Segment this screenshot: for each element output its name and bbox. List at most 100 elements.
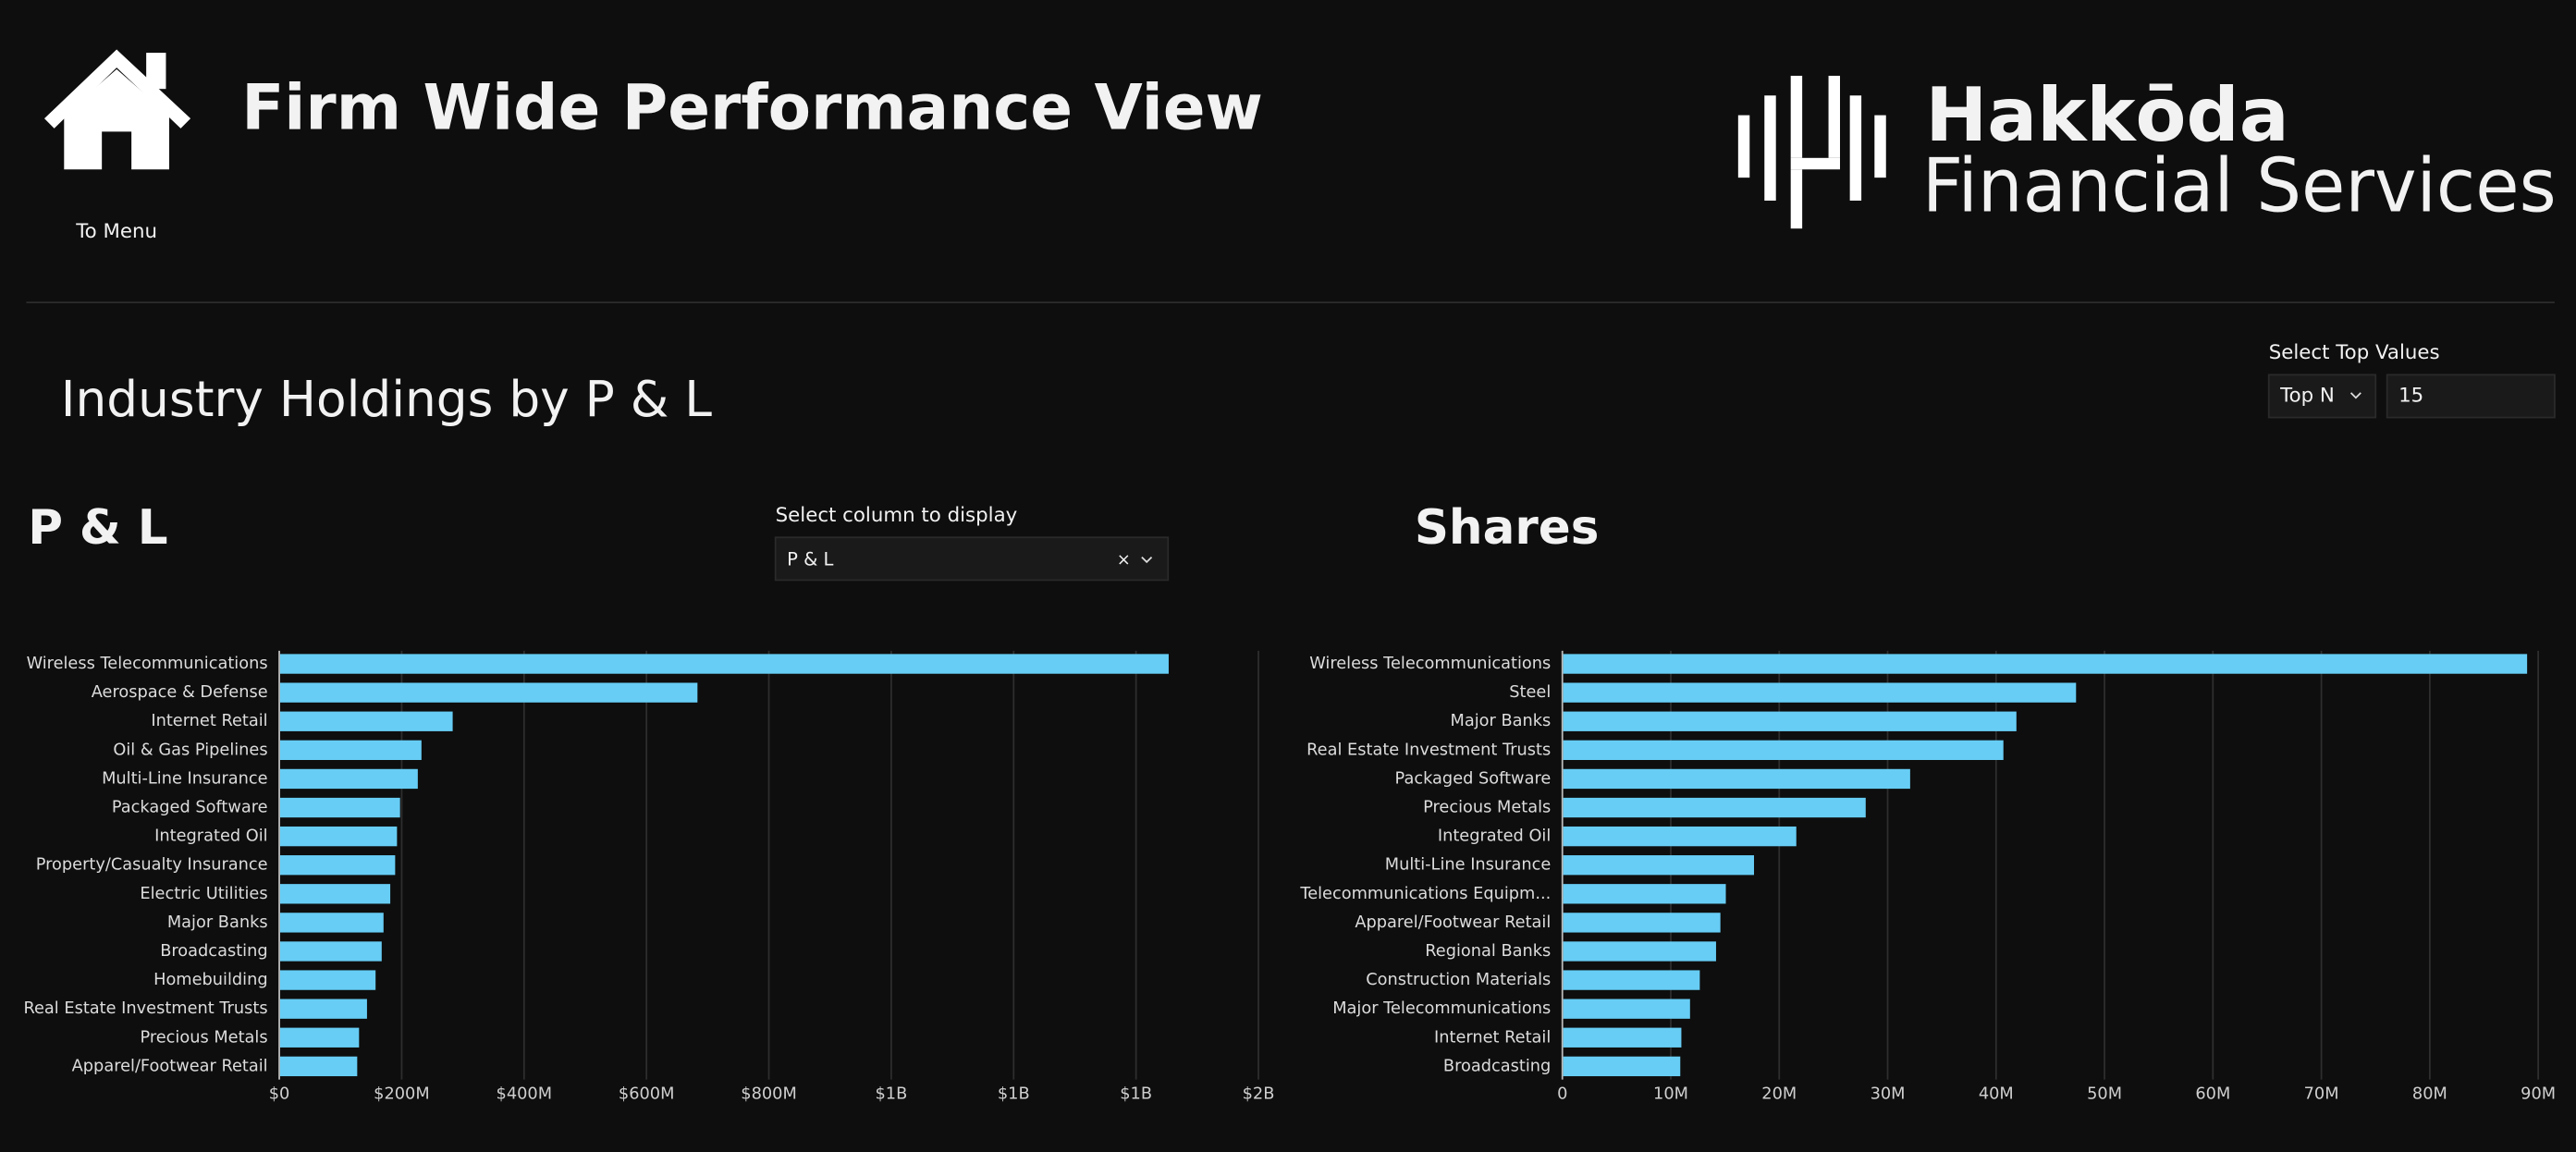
x-tick-label: $200M [374,1085,430,1104]
y-tick-label: Integrated Oil [154,827,267,846]
y-tick-label: Property/Casualty Insurance [36,856,268,875]
y-tick-label: Major Banks [167,913,268,932]
bar [1563,999,1690,1019]
bar [1563,1027,1682,1048]
y-tick-label: Telecommunications Equipm... [1299,885,1551,903]
y-tick-label: Aerospace & Defense [92,683,268,702]
y-tick-label: Steel [1509,683,1551,702]
top-n-input[interactable] [2386,374,2556,419]
bar [1563,797,1866,818]
x-tick-label: 30M [1871,1085,1906,1104]
y-tick-label: Wireless Telecommunications [1309,655,1551,673]
bar [1563,654,2528,674]
bar [279,682,698,703]
x-tick-label: 90M [2521,1085,2556,1104]
bar [1563,855,1755,876]
bar [1563,826,1797,847]
logo-mark [1737,75,1886,229]
chart-title: Shares [1415,500,1600,556]
x-tick-label: 0 [1557,1085,1567,1104]
x-tick-label: $0 [269,1085,290,1104]
y-tick-label: Regional Banks [1425,942,1551,961]
logo-text: Hakkōda [1925,72,2288,158]
bar [279,970,376,990]
y-tick-label: Integrated Oil [1438,827,1551,846]
bar [1563,740,2004,760]
chevron [1141,556,1153,564]
y-tick-label: Packaged Software [112,799,268,817]
bar [279,855,396,876]
x-tick-label: $1B [1120,1085,1152,1104]
chart-title: P & L [28,500,167,556]
x-tick-label: $600M [619,1085,675,1104]
y-tick-label: Oil & Gas Pipelines [113,741,267,759]
bar [279,740,422,760]
y-tick-label: Major Banks [1451,712,1552,730]
y-tick-label: Construction Materials [1366,971,1551,989]
x-tick-label: 10M [1653,1085,1688,1104]
y-tick-label: Multi-Line Insurance [102,769,268,788]
x-tick-label: 70M [2304,1085,2339,1104]
y-tick-label: Precious Metals [140,1028,267,1047]
y-tick-label: Packaged Software [1395,769,1552,788]
bar [279,711,453,731]
bar [1563,941,1716,962]
bar [1563,884,1726,904]
y-tick-label: Major Telecommunications [1332,999,1551,1018]
x-tick-label: $800M [741,1085,797,1104]
y-tick-label: Internet Retail [1434,1028,1551,1047]
page-title: Firm Wide Performance View [241,71,1263,144]
y-tick-label: Multi-Line Insurance [1385,856,1552,875]
mode-select-value: Top N [2279,384,2335,407]
section-title: Industry Holdings by P & L [61,371,713,428]
bar [1563,913,1721,933]
y-tick-label: Apparel/Footwear Retail [72,1057,268,1075]
bar [279,768,418,790]
y-tick-label: Homebuilding [153,971,268,989]
top-n-value: 15 [2398,384,2423,407]
logo-text: Financial Services [1922,142,2557,228]
x-tick-label: 80M [2412,1085,2447,1104]
bar [1563,682,2077,703]
bar [279,884,391,904]
y-tick-label: Precious Metals [1423,799,1551,817]
x-tick-label: $2B [1243,1085,1275,1104]
column-select-value: P & L [787,549,833,570]
x-tick-label: 60M [2195,1085,2230,1104]
y-tick-label: Real Estate Investment Trusts [23,999,267,1018]
x-tick-label: 50M [2087,1085,2122,1104]
y-tick-label: Apparel/Footwear Retail [1355,913,1551,932]
clear-icon[interactable]: × [1117,551,1131,570]
y-tick-label: Internet Retail [151,712,267,730]
bar [1563,970,1700,990]
chevron [2349,392,2361,399]
control-label: Select Top Values [2269,341,2440,364]
bar [279,999,367,1019]
x-tick-label: $1B [876,1085,908,1104]
y-tick-label: Broadcasting [160,942,267,961]
bar [279,826,398,847]
bar [1563,1056,1681,1077]
home-icon[interactable] [43,49,191,170]
bar [279,913,384,933]
column-select[interactable] [774,536,1170,582]
y-tick-label: Real Estate Investment Trusts [1306,741,1551,759]
bar [279,797,400,818]
x-tick-label: $400M [497,1085,553,1104]
bar [279,1027,360,1048]
bar [279,941,382,962]
control-label: Select column to display [776,504,1018,527]
x-tick-label: 40M [1979,1085,2014,1104]
x-tick-label: 20M [1761,1085,1797,1104]
menu-link[interactable]: To Menu [75,220,157,243]
bar [279,1056,358,1077]
y-tick-label: Broadcasting [1443,1057,1551,1075]
bar [279,654,1169,674]
bar [1563,711,2017,731]
y-tick-label: Wireless Telecommunications [27,655,268,673]
y-tick-label: Electric Utilities [140,885,267,903]
x-tick-label: $1B [998,1085,1030,1104]
